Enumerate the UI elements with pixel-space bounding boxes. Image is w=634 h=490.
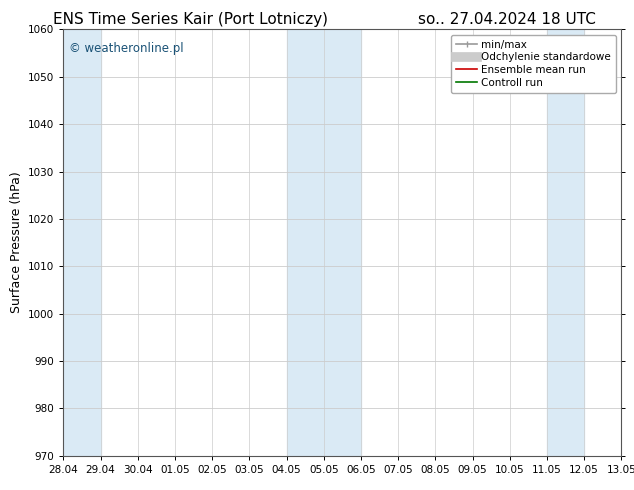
Text: © weatheronline.pl: © weatheronline.pl [69,42,184,55]
Text: ENS Time Series Kair (Port Lotniczy): ENS Time Series Kair (Port Lotniczy) [53,12,328,27]
Bar [287,29,361,456]
Bar [547,29,584,456]
Text: so.. 27.04.2024 18 UTC: so.. 27.04.2024 18 UTC [418,12,596,27]
Legend: min/max, Odchylenie standardowe, Ensemble mean run, Controll run: min/max, Odchylenie standardowe, Ensembl… [451,35,616,93]
Y-axis label: Surface Pressure (hPa): Surface Pressure (hPa) [10,172,23,314]
Bar [63,29,101,456]
